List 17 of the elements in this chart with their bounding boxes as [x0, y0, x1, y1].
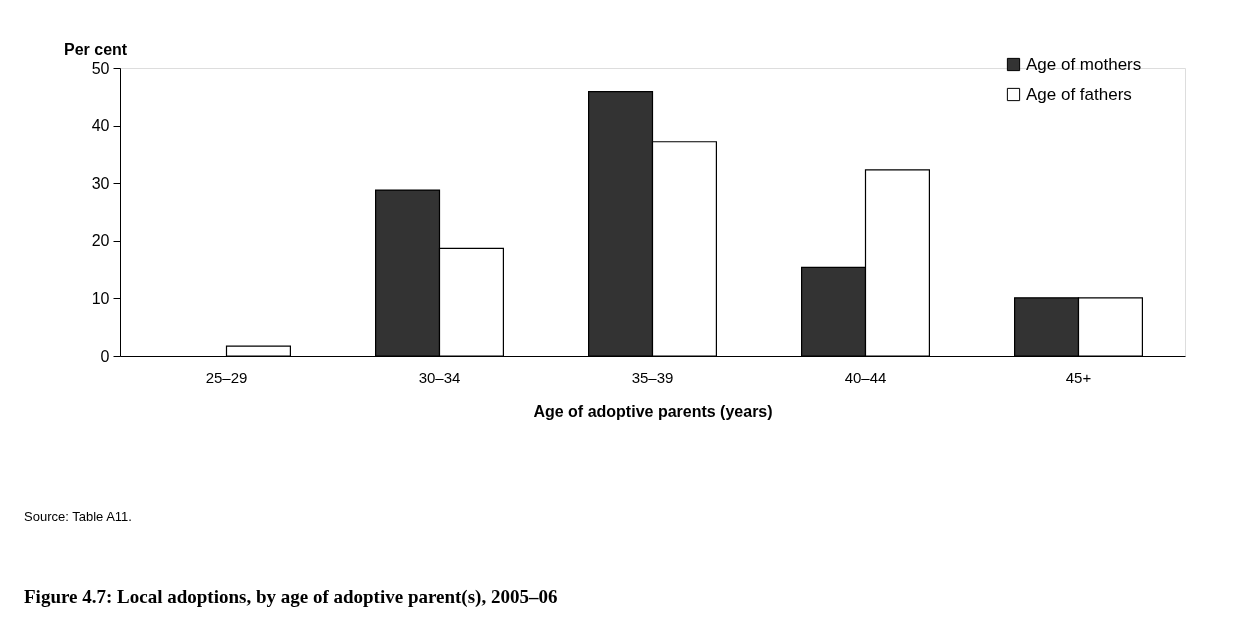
y-tick-label: 30 [91, 174, 110, 192]
source-note: Source: Table A11. [24, 509, 132, 524]
x-tick-label: 25–29 [205, 368, 248, 386]
y-tick-label: 0 [100, 347, 110, 365]
x-tick-label: 40–44 [844, 368, 887, 386]
y-tick-label: 40 [91, 117, 110, 135]
text: Figure 4.7: Local adoptions, by age of adoptive parent(s), 2005–06 [24, 586, 558, 608]
y-tick-label: 20 [91, 232, 110, 250]
x-axis-title: Age of adoptive parents (years) [533, 402, 773, 420]
x-tick-label: 45+ [1065, 368, 1092, 386]
y-tick-label: 10 [91, 289, 110, 307]
y-tick-label: 50 [91, 59, 110, 77]
legend-label: Age of fathers [1026, 84, 1132, 104]
x-tick-label: 35–39 [631, 368, 674, 386]
y-axis-title: Per cent [64, 41, 128, 58]
x-tick-label: 30–34 [418, 368, 461, 386]
legend-label: Age of mothers [1026, 54, 1142, 74]
